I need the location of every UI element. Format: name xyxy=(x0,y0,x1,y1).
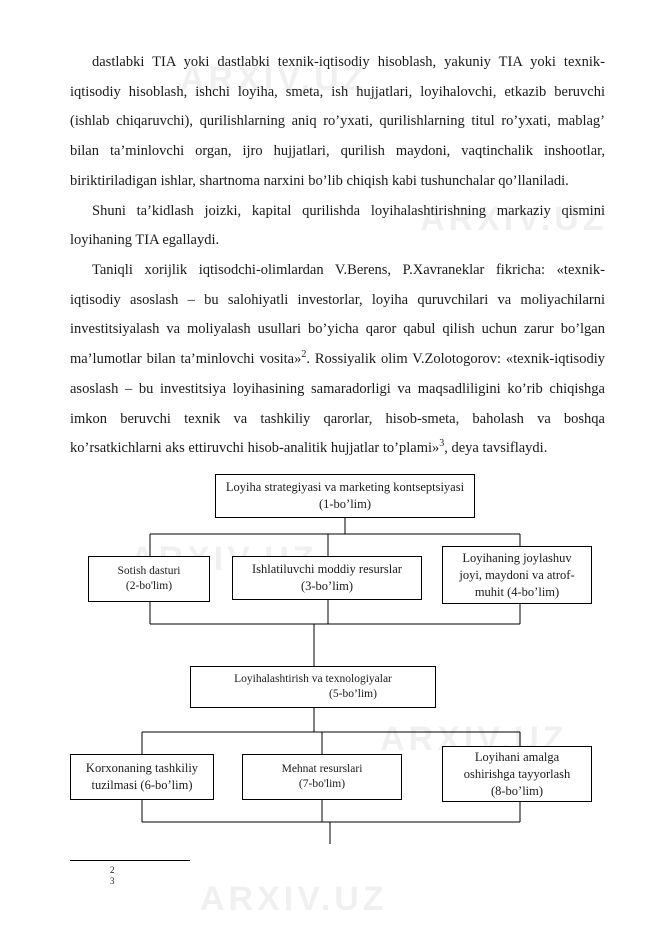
flowchart-node-2: Sotish dasturi (2-bo'lim) xyxy=(88,556,210,602)
node-2-sub: (2-bo'lim) xyxy=(126,579,172,595)
node-8-line3: (8-bo’lim) xyxy=(491,783,543,800)
paragraph-2: Shuni ta’kidlash joizki, kapital qurilis… xyxy=(70,197,605,256)
footnotes-block: 2 3 xyxy=(70,860,230,887)
flowchart-node-8: Loyihani amalga oshirishga tayyorlash (8… xyxy=(442,746,592,802)
flowchart-node-5: Loyihalashtirish va texnologiyalar (5-bo… xyxy=(190,666,436,708)
flowchart-node-4: Loyihaning joylashuv joyi, maydoni va at… xyxy=(442,546,592,604)
node-1-title: Loyiha strategiyasi va marketing kontsep… xyxy=(226,479,464,496)
node-4-line2: joyi, maydoni va atrof- xyxy=(459,567,574,584)
footnote-2: 2 xyxy=(70,865,230,876)
node-1-sub: (1-bo’lim) xyxy=(319,496,371,513)
paragraph-1: dastlabki TIA yoki dastlabki texnik-iqti… xyxy=(70,48,605,197)
node-5-sub: (5-bo’lim) xyxy=(249,687,377,703)
node-3-title: Ishlatiluvchi moddiy resurslar xyxy=(252,561,402,578)
node-3-sub: (3-bo’lim) xyxy=(301,578,353,595)
flowchart: Loyiha strategiyasi va marketing kontsep… xyxy=(70,474,605,894)
footnote-rule xyxy=(70,860,190,861)
node-7-title: Mehnat resurslari xyxy=(282,762,363,778)
node-6-title: Korxonaning tashkiliy xyxy=(86,760,198,777)
paragraph-3: Taniqli xorijlik iqtisodchi-olimlardan V… xyxy=(70,256,605,464)
node-8-line2: oshirishga tayyorlash xyxy=(464,766,571,783)
node-5-title: Loyihalashtirish va texnologiyalar xyxy=(234,672,392,688)
node-6-sub: tuzilmasi (6-bo’lim) xyxy=(91,777,192,794)
node-8-line1: Loyihani amalga xyxy=(475,749,559,766)
node-7-sub: (7-bo'lim) xyxy=(299,777,345,793)
paragraph-3-part-c: , deya tavsiflaydi. xyxy=(444,440,547,456)
flowchart-node-6: Korxonaning tashkiliy tuzilmasi (6-bo’li… xyxy=(70,754,214,800)
node-4-line1: Loyihaning joylashuv xyxy=(462,550,571,567)
footnote-3: 3 xyxy=(70,876,230,887)
node-2-title: Sotish dasturi xyxy=(118,564,181,580)
node-4-line3: muhit (4-bo’lim) xyxy=(475,584,559,601)
flowchart-node-3: Ishlatiluvchi moddiy resurslar (3-bo’lim… xyxy=(232,556,422,600)
flowchart-node-1: Loyiha strategiyasi va marketing kontsep… xyxy=(215,474,475,518)
flowchart-node-7: Mehnat resurslari (7-bo'lim) xyxy=(242,754,402,800)
